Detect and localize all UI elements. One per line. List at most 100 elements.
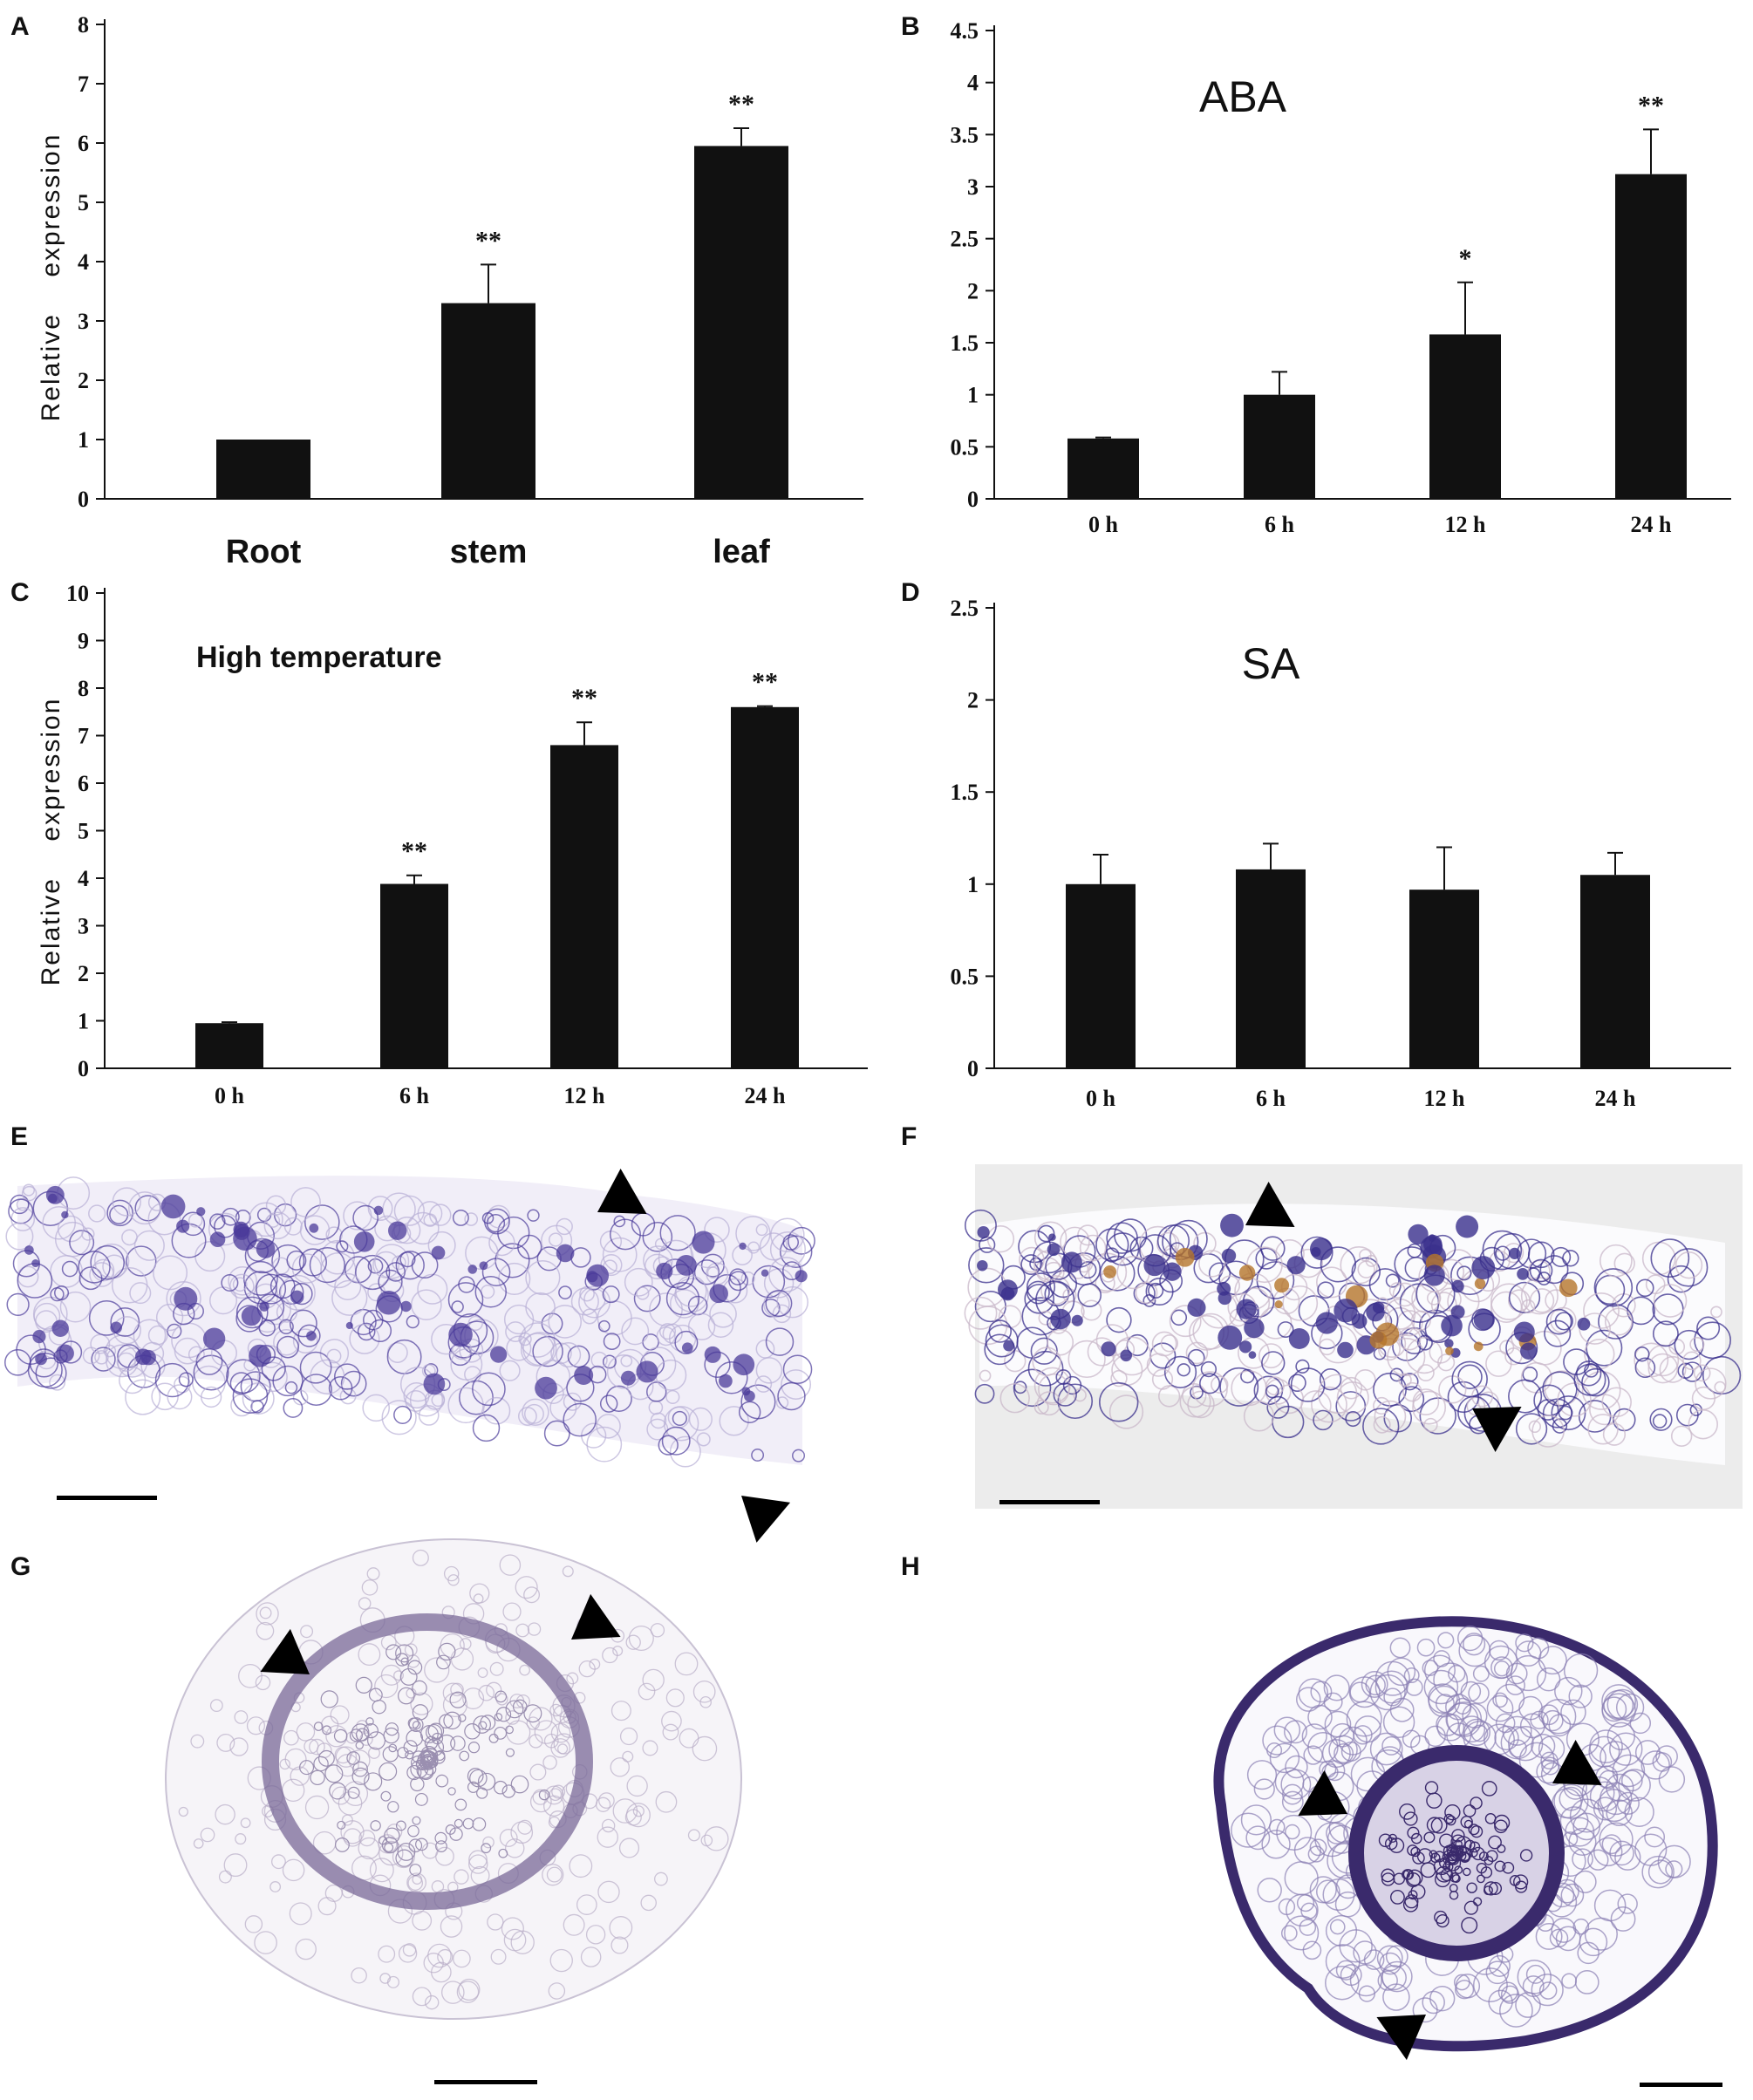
- y-tick-label: 5: [78, 819, 89, 844]
- y-tick-label: 7: [78, 724, 89, 749]
- significance-marker: **: [401, 837, 427, 866]
- y-tick-label: 0: [78, 1056, 89, 1081]
- arrowhead-icon: [1472, 1407, 1522, 1452]
- chart-title: ABA: [1199, 72, 1287, 121]
- tissue-band: [17, 1176, 802, 1465]
- y-axis-label: Relative expression: [37, 133, 65, 422]
- vascular-ring: [262, 1613, 593, 1910]
- bar-24-h: [731, 706, 799, 1068]
- y-tick-label: 0: [78, 487, 89, 512]
- arrowhead-icon: [1552, 1740, 1602, 1785]
- micrograph-leaf-section-f: [964, 1164, 1743, 1509]
- bar-6-h: [1244, 394, 1315, 499]
- x-tick-label: leaf: [713, 534, 770, 570]
- y-tick-label: 2: [78, 368, 89, 393]
- y-tick-label: 0: [967, 1056, 979, 1081]
- y-tick-label: 10: [66, 581, 89, 606]
- arrowhead-icon: [260, 1628, 310, 1674]
- x-tick-label: stem: [450, 534, 528, 570]
- bar-root: [216, 440, 310, 499]
- panel-label-g: G: [10, 1552, 31, 1581]
- significance-marker: **: [475, 226, 501, 255]
- y-tick-label: 9: [78, 629, 89, 654]
- significance-marker: **: [1638, 91, 1664, 119]
- x-tick-label: 0 h: [1088, 512, 1119, 537]
- micrograph-leaf-section-e: [4, 1169, 815, 1543]
- x-tick-label: 6 h: [399, 1083, 430, 1108]
- bar-0-h: [195, 1023, 263, 1068]
- y-tick-label: 3.5: [951, 122, 979, 147]
- y-tick-label: 1: [967, 383, 979, 408]
- x-tick-label: 6 h: [1256, 1086, 1286, 1111]
- panel-label-e: E: [10, 1122, 29, 1151]
- y-tick-label: 0.5: [951, 964, 979, 989]
- bar-0-h: [1067, 438, 1139, 499]
- micrograph-stem-section-g: [165, 1538, 742, 2084]
- y-tick-label: 4: [967, 71, 979, 96]
- x-tick-label: 12 h: [564, 1083, 606, 1108]
- bar-stem: [441, 303, 535, 499]
- y-tick-label: 8: [78, 676, 89, 701]
- arrowhead-icon: [1376, 2015, 1426, 2061]
- y-tick-label: 1: [967, 872, 979, 897]
- y-axis-label: Relative expression: [37, 698, 65, 986]
- scale-bar: [57, 1496, 157, 1500]
- arrowhead-icon: [1245, 1182, 1295, 1227]
- panel-label-b: B: [901, 12, 920, 41]
- x-tick-label: 6 h: [1265, 512, 1295, 537]
- x-tick-label: 12 h: [1424, 1086, 1466, 1111]
- bar-6-h: [1236, 869, 1306, 1068]
- significance-marker: **: [728, 90, 754, 119]
- bar-24-h: [1615, 174, 1687, 499]
- chart-a: 0 1 2 3 4 5 6 7 8 Root ** stem ** leaf Relative expres…: [37, 12, 863, 570]
- y-tick-label: 4: [78, 249, 89, 275]
- bar-leaf: [694, 146, 788, 499]
- panel-label-d: D: [901, 578, 920, 607]
- x-tick-label: 24 h: [745, 1083, 787, 1108]
- significance-marker: **: [571, 684, 597, 712]
- chart-title: High temperature: [196, 641, 442, 674]
- x-tick-label: 12 h: [1445, 512, 1487, 537]
- x-tick-label: 24 h: [1631, 512, 1673, 537]
- chart-d: 0 0.5 1 1.5 2 2.5 0 h 6 h 12 h 24 h SA: [951, 596, 1731, 1111]
- y-tick-label: 5: [78, 190, 89, 215]
- y-tick-label: 3: [78, 914, 89, 939]
- bar-0-h: [1066, 883, 1136, 1068]
- chart-c: 0 1 2 3 4 5 6 7 8 9 10 0 h ** 6 h ** 12 h ** 24 h Relative…: [37, 581, 868, 1108]
- bar-12-h: [550, 745, 618, 1068]
- micrograph-root-section-h: [1213, 1616, 1722, 2087]
- panel-label-f: F: [901, 1122, 917, 1151]
- y-tick-label: 2: [967, 278, 979, 303]
- arrowhead-icon: [597, 1169, 647, 1214]
- arrowhead-icon: [741, 1496, 791, 1543]
- y-tick-label: 0.5: [951, 434, 979, 460]
- panel-label-a: A: [10, 12, 30, 41]
- x-tick-label: 0 h: [215, 1083, 245, 1108]
- y-tick-label: 3: [967, 174, 979, 200]
- chart-title: SA: [1242, 639, 1300, 688]
- significance-marker: **: [752, 668, 778, 697]
- y-tick-label: 2: [78, 961, 89, 986]
- bar-12-h: [1429, 334, 1501, 499]
- x-tick-label: 24 h: [1595, 1086, 1637, 1111]
- scale-bar: [434, 2080, 537, 2084]
- y-tick-label: 2: [967, 688, 979, 713]
- scale-bar: [999, 1500, 1100, 1504]
- bar-12-h: [1409, 890, 1479, 1068]
- bar-6-h: [380, 883, 448, 1068]
- y-tick-label: 1: [78, 1009, 89, 1034]
- chart-b: 0 0.5 1 1.5 2 2.5 3 3.5 4 4.5 0 h 6 h * 12 h ** 24 h ABA: [951, 18, 1731, 537]
- y-tick-label: 6: [78, 131, 89, 156]
- y-tick-label: 7: [78, 72, 89, 97]
- y-tick-label: 1.5: [951, 780, 979, 805]
- y-tick-label: 1.5: [951, 331, 979, 356]
- y-tick-label: 4: [78, 866, 89, 891]
- arrowhead-icon: [571, 1593, 621, 1640]
- arrowhead-icon: [1298, 1770, 1347, 1816]
- y-tick-label: 1: [78, 427, 89, 453]
- panel-label-c: C: [10, 578, 30, 607]
- bar-24-h: [1580, 875, 1650, 1068]
- x-tick-label: Root: [226, 534, 302, 570]
- y-tick-label: 4.5: [951, 18, 979, 44]
- y-tick-label: 6: [78, 771, 89, 796]
